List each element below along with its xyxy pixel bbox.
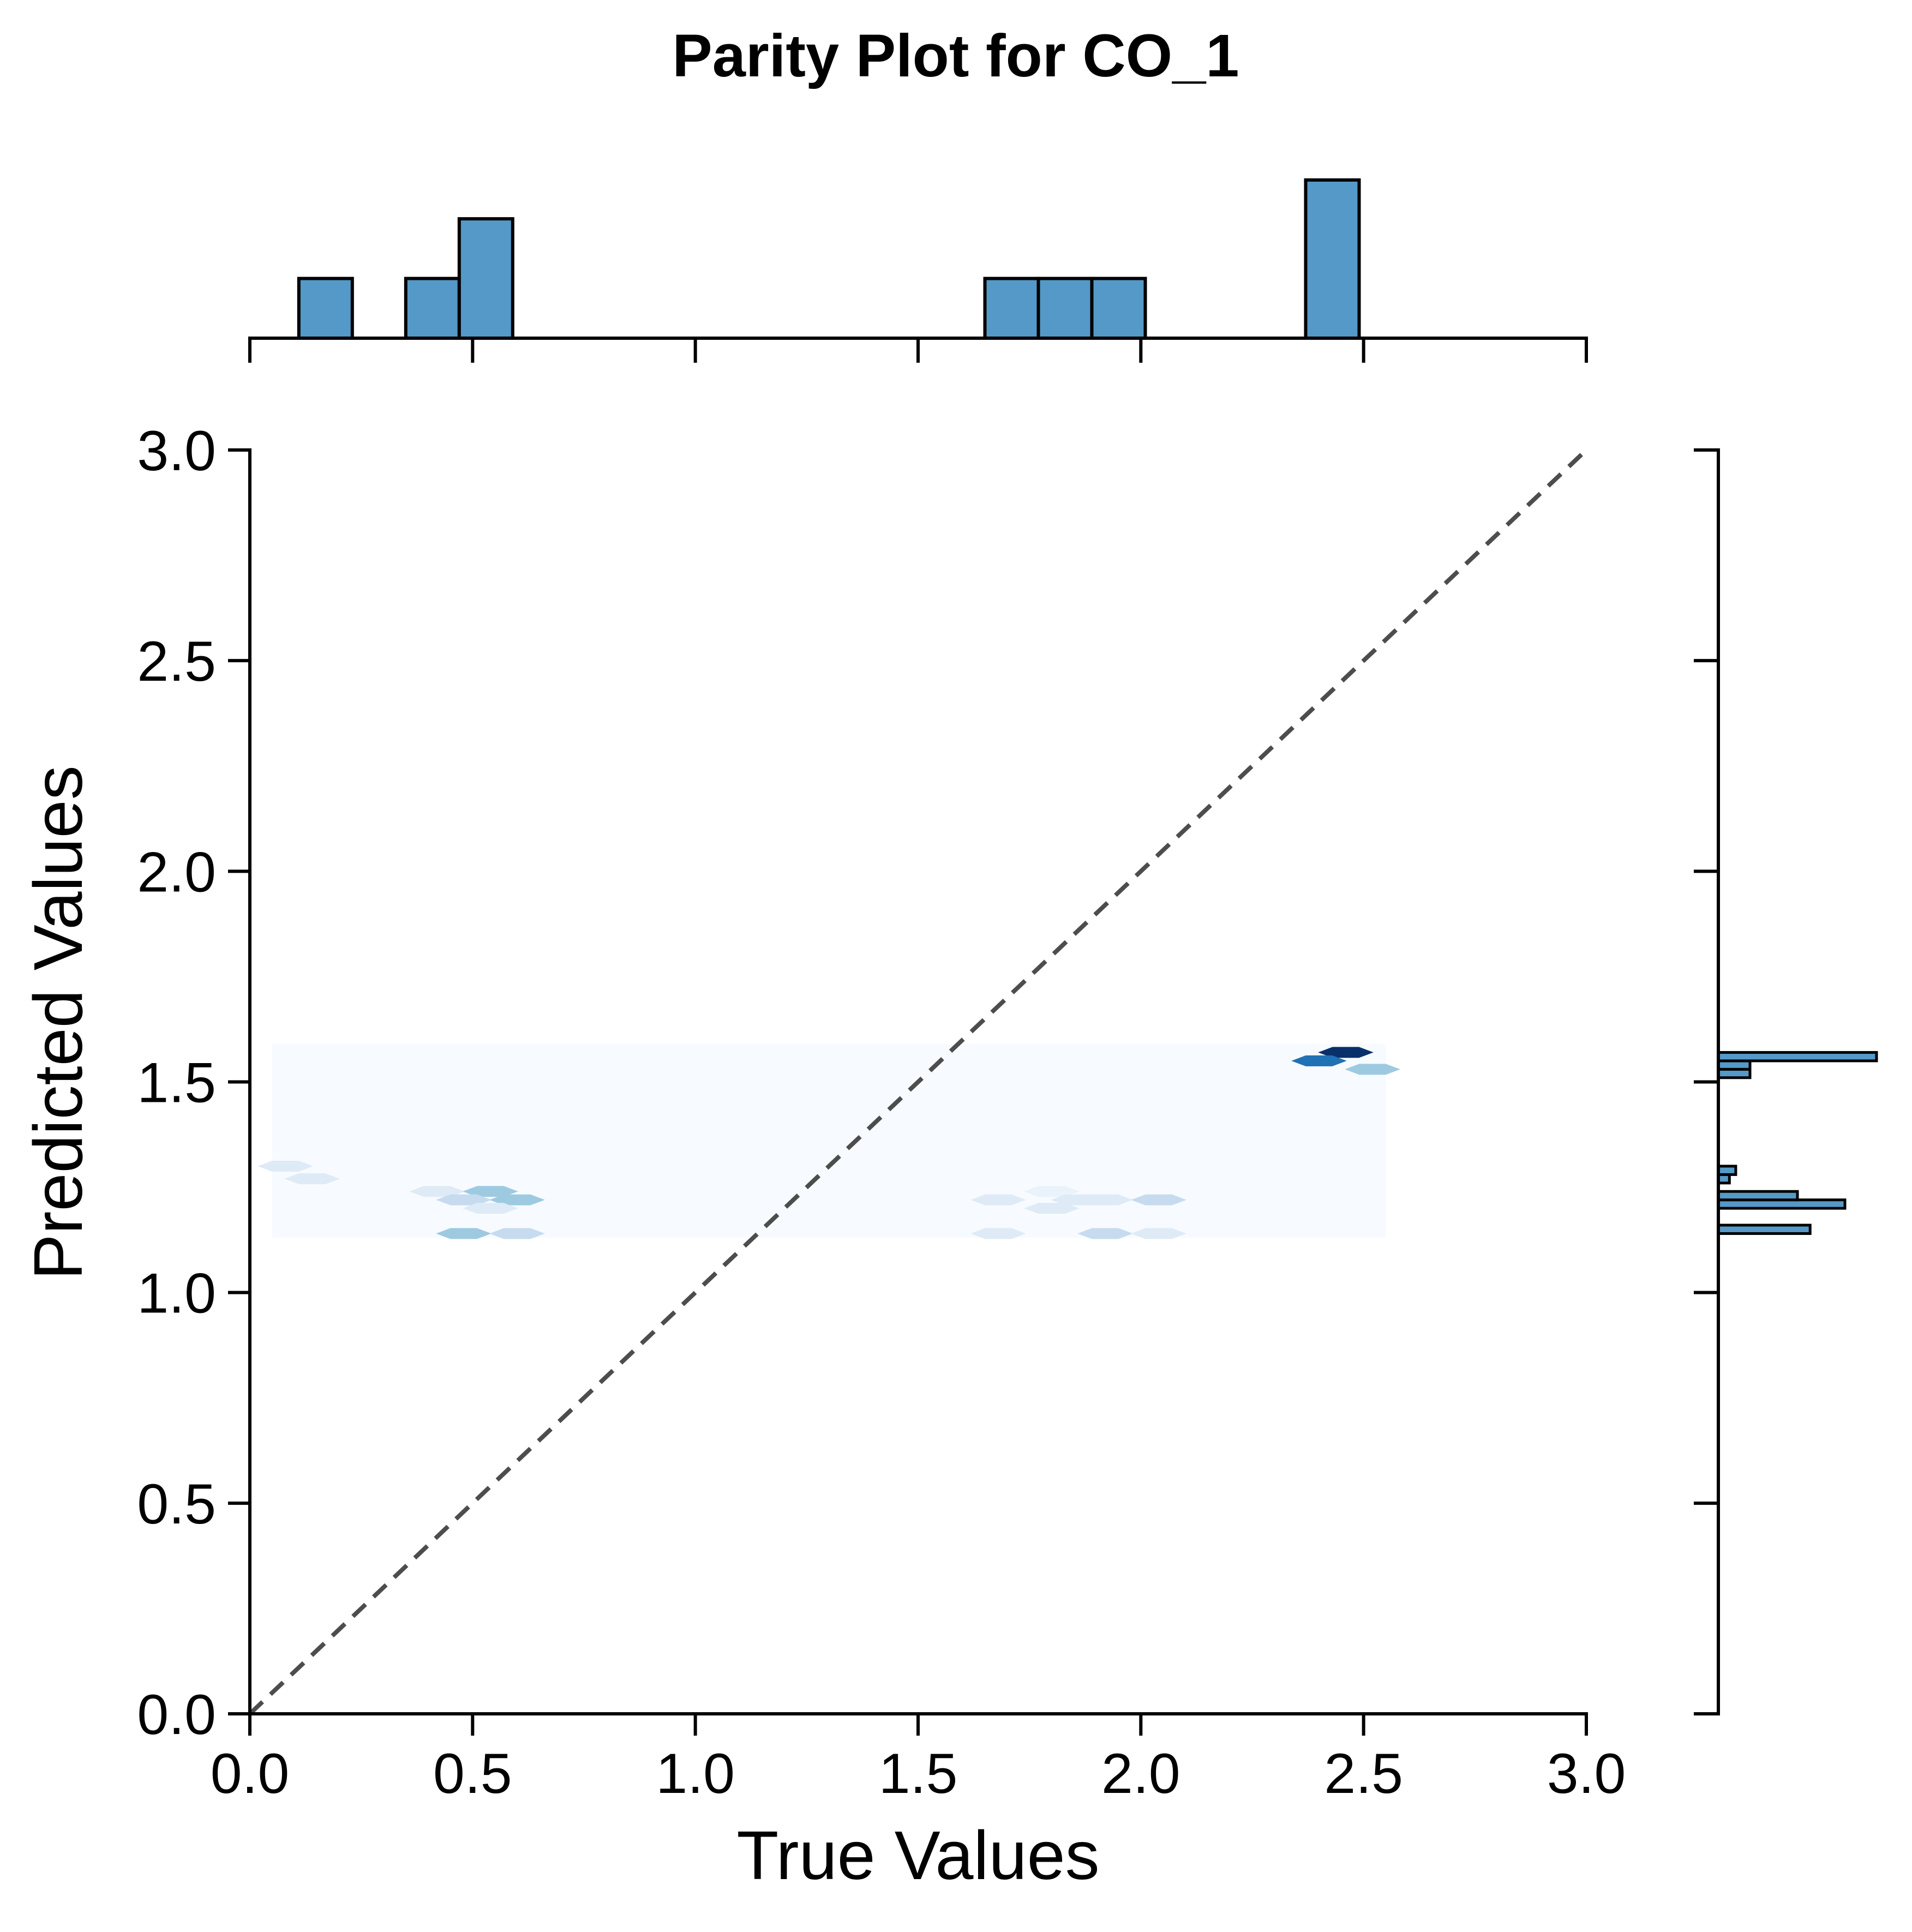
x-tick-label-5: 2.5 — [1324, 1742, 1403, 1805]
hexbin-cell-7 — [436, 1228, 492, 1239]
x-tick-label-6: 3.0 — [1547, 1742, 1626, 1805]
top-hist-bar-3 — [983, 277, 1040, 340]
hexbin-cell-10 — [1024, 1186, 1080, 1197]
hexbin-cell-12 — [1024, 1203, 1080, 1214]
hexbin-cell-8 — [489, 1228, 545, 1239]
right-hist-bar-7 — [1717, 1051, 1878, 1063]
y-axis-ticks: 0.0 0.5 1.0 1.5 2.0 2.5 3.0 — [137, 419, 250, 1747]
right-hist-bar-0 — [1717, 1223, 1812, 1235]
hexbin-cell-0 — [257, 1160, 314, 1172]
top-hist-bar-6 — [1304, 178, 1361, 340]
top-hist-bar-1 — [404, 277, 461, 340]
hexbin-cell-1 — [284, 1173, 340, 1185]
top-hist-bar-4 — [1036, 277, 1094, 340]
y-tick-label-4: 2.0 — [137, 841, 216, 904]
right-hist-bar-2 — [1717, 1190, 1799, 1202]
top-hist-bar-0 — [297, 277, 354, 340]
y-tick-label-6: 3.0 — [137, 419, 216, 483]
hexbin-cell-14 — [1077, 1194, 1133, 1205]
hexbin-background — [272, 1043, 1386, 1238]
x-tick-label-0: 0.0 — [211, 1742, 290, 1805]
hexbin-cell-15 — [1131, 1194, 1186, 1205]
y-tick-label-2: 1.0 — [137, 1262, 216, 1325]
hexbin-cell-17 — [1131, 1228, 1186, 1239]
x-axis-label: True Values — [736, 1817, 1099, 1894]
y-tick-label-3: 1.5 — [137, 1052, 216, 1115]
parity-line — [248, 448, 1588, 1715]
y-axis-label: Predicted Values — [20, 765, 97, 1280]
hexbin-cell-19 — [1291, 1055, 1347, 1066]
x-axis-ticks: 0.0 0.5 1.0 1.5 2.0 2.5 3.0 — [211, 1714, 1626, 1805]
hexbin-cell-16 — [1077, 1228, 1133, 1239]
hexbin-cell-20 — [1345, 1064, 1400, 1075]
top-hist-bar-5 — [1090, 277, 1147, 340]
top-hist-bar-2 — [457, 217, 514, 340]
chart-title: Parity Plot for CO_1 — [672, 22, 1239, 89]
hexbin-cell-13 — [970, 1228, 1026, 1239]
hexbin-layer — [257, 1047, 1400, 1239]
main-plot-area: 0.0 0.5 1.0 1.5 2.0 2.5 3.0 0.0 0.5 1.0 1.5 2.0 2.5… — [137, 419, 1626, 1805]
x-tick-label-4: 2.0 — [1101, 1742, 1180, 1805]
x-tick-label-1: 0.5 — [433, 1742, 512, 1805]
right-hist-bar-4 — [1717, 1165, 1737, 1176]
hexbin-cell-6 — [463, 1203, 518, 1214]
y-tick-label-1: 0.5 — [137, 1473, 216, 1536]
hexbin-cell-9 — [970, 1194, 1026, 1205]
x-tick-label-2: 1.0 — [656, 1742, 735, 1805]
y-tick-label-0: 0.0 — [137, 1683, 216, 1747]
x-tick-label-3: 1.5 — [879, 1742, 958, 1805]
y-tick-label-5: 2.5 — [137, 630, 216, 693]
marginal-x-histogram — [248, 178, 1588, 363]
marginal-y-histogram — [1694, 448, 1878, 1715]
